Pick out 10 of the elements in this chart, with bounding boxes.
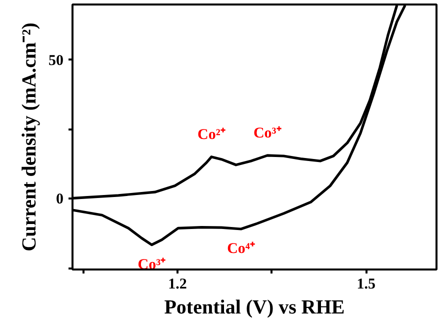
x-tick-label: 1.2 — [168, 276, 187, 292]
y-tick-label: 0 — [56, 192, 64, 208]
x-tick-label: 1.5 — [356, 276, 376, 292]
annotation: Co²⁺ — [198, 126, 226, 143]
annotation: Co³⁺ — [138, 256, 166, 273]
annotation: Co³⁺ — [253, 125, 282, 142]
annotation: Co⁴⁺ — [227, 240, 255, 257]
x-axis-title: Potential (V) vs RHE — [164, 296, 345, 318]
y-tick-label: 50 — [48, 52, 64, 69]
y-axis-title: Current density (mA.cm⁻²) — [18, 22, 40, 252]
